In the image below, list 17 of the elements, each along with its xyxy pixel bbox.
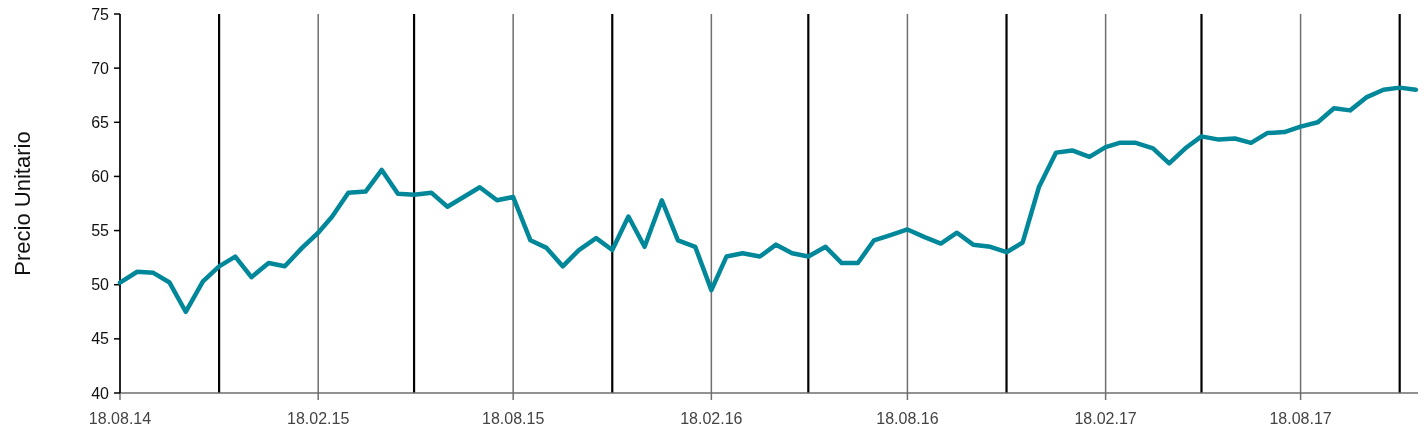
y-axis-title: Precio Unitario xyxy=(10,131,35,276)
y-tick-label: 65 xyxy=(91,113,110,131)
line-series xyxy=(117,85,1419,315)
y-tick-label: 55 xyxy=(91,222,110,240)
y-tick-label: 50 xyxy=(91,276,110,294)
x-tick-label: 18.08.16 xyxy=(876,410,939,427)
y-tick-label: 60 xyxy=(91,168,110,186)
y-tick-label: 75 xyxy=(91,5,110,23)
x-tick-label: 18.02.15 xyxy=(287,410,350,427)
x-tick-label: 18.08.14 xyxy=(88,410,152,427)
y-tick-label: 40 xyxy=(91,384,110,402)
x-tick-label: 18.02.17 xyxy=(1074,410,1137,427)
x-tick-label: 18.08.15 xyxy=(482,410,545,427)
x-tick-label: 18.08.17 xyxy=(1269,410,1332,427)
y-tick-label: 70 xyxy=(91,59,110,77)
x-tick-label: 18.02.16 xyxy=(680,410,743,427)
y-tick-label: 45 xyxy=(91,330,110,348)
